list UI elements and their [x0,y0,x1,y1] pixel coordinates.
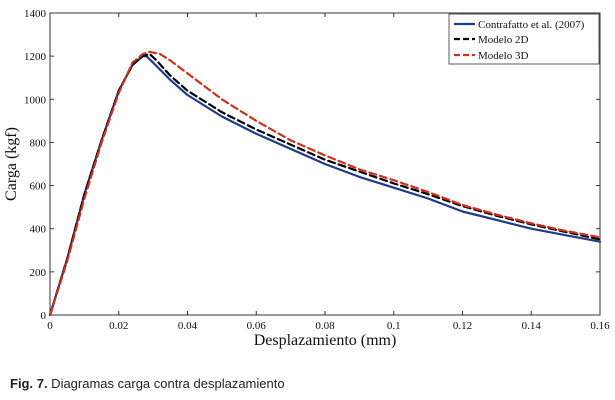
y-tick-label: 1400 [24,8,47,20]
y-tick-label: 1200 [24,51,47,63]
x-tick-label: 0.14 [522,320,542,332]
chart: 0 0.02 0.04 0.06 0.08 0.1 0.12 0.14 0.16 0 200 400 6… [3,8,610,349]
x-tick-label: 0.02 [109,320,128,332]
y-tick-label: 800 [30,137,47,149]
series-layer [48,50,602,317]
x-tick-label: 0.12 [453,320,472,332]
x-tick-label: 0.16 [590,320,610,332]
x-tick-label: 0.1 [387,320,401,332]
y-axis-title: Carga (kgf) [3,127,20,201]
y-tick-label: 400 [30,224,47,236]
figure-caption-text: Diagramas carga contra desplazamiento [47,376,285,391]
x-tick-label: 0.08 [315,320,335,332]
y-tick-label: 0 [41,310,47,322]
axis-ticks: 0 0.02 0.04 0.06 0.08 0.1 0.12 0.14 0.16 0 200 400 6… [24,8,610,332]
figure-label: Fig. 7. [10,376,48,391]
x-tick-label: 0 [47,320,53,332]
y-tick-label: 200 [30,267,47,279]
series-line-contrafatto [48,54,602,317]
legend-label-modelo-3d: Modelo 3D [478,50,528,62]
y-tick-label: 1000 [24,94,47,106]
series-line-modelo-2d [48,52,602,317]
figure-caption: Fig. 7. Diagramas carga contra desplazam… [10,376,285,391]
x-axis-title: Desplazamiento (mm) [254,332,397,349]
series-line-modelo-3d [48,50,602,317]
legend-label-modelo-2d: Modelo 2D [478,34,528,46]
legend-label-contrafatto: Contrafatto et al. (2007) [478,19,585,31]
legend: Contrafatto et al. (2007) Modelo 2D Mode… [448,13,600,65]
y-tick-label: 600 [30,181,47,193]
x-tick-label: 0.06 [247,320,267,332]
x-tick-label: 0.04 [178,320,198,332]
